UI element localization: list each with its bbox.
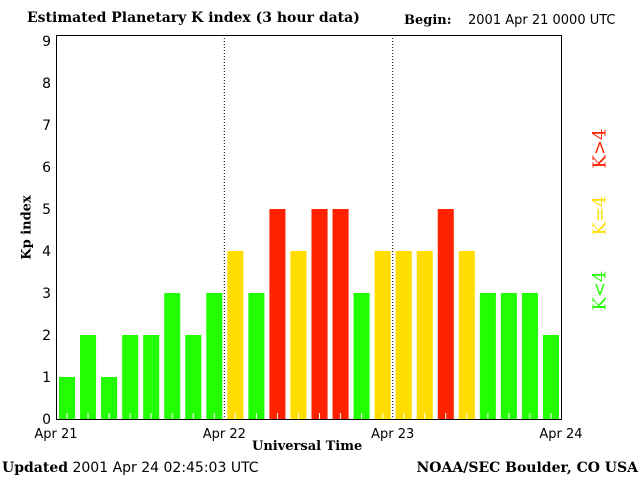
kp-bar [374,251,391,419]
kp-bar [500,293,517,419]
kp-bar [269,209,286,419]
y-tick-label: 8 [42,76,51,92]
kp-bar [227,251,244,419]
kp-bar [101,377,118,419]
kp-bar [542,335,559,419]
begin-label: Begin: [404,13,452,28]
kp-bar [164,293,181,419]
x-tick-label: Apr 23 [371,427,414,442]
x-tick-label: Apr 22 [203,427,246,442]
kp-bar [80,335,97,419]
y-tick-label: 1 [42,370,51,386]
kp-bar [206,293,223,419]
plot-frame [56,35,562,420]
kp-bar [248,293,265,419]
kp-bar [143,335,160,419]
kp-bar [353,293,370,419]
kp-bar [395,251,412,419]
y-tick-label: 3 [42,286,51,302]
legend-low: K<4 [589,270,611,311]
kp-bar [416,251,433,419]
x-tick-label: Apr 21 [34,427,77,442]
y-tick-label: 2 [42,328,51,344]
legend-equal: K=4 [589,195,611,236]
source-credit: NOAA/SEC Boulder, CO USA [416,460,639,476]
updated-label: Updated [2,460,69,476]
x-axis-label: Universal Time [252,439,363,454]
y-tick-label: 7 [42,118,51,134]
kp-bar [332,209,349,419]
chart-title: Estimated Planetary K index (3 hour data… [27,10,360,26]
kp-bar [479,293,496,419]
y-tick-label: 6 [42,160,51,176]
kp-bar [458,251,475,419]
x-tick-label: Apr 24 [539,427,582,442]
kp-bar [521,293,538,419]
begin-value: 2001 Apr 21 0000 UTC [468,13,616,28]
kp-bar [122,335,139,419]
updated-timestamp: Updated 2001 Apr 24 02:45:03 UTC [2,460,259,476]
legend-high: K>4 [589,128,611,169]
kp-bar [59,377,76,419]
y-tick-label: 0 [42,412,51,428]
kp-bar [311,209,328,419]
kp-bar [185,335,202,419]
kp-bar [290,251,307,419]
y-axis-label: Kp index [19,195,35,260]
updated-value: 2001 Apr 24 02:45:03 UTC [72,460,259,476]
kp-bar [437,209,454,419]
y-tick-label: 9 [42,34,51,50]
y-tick-label: 4 [42,244,51,260]
y-tick-label: 5 [42,202,51,218]
